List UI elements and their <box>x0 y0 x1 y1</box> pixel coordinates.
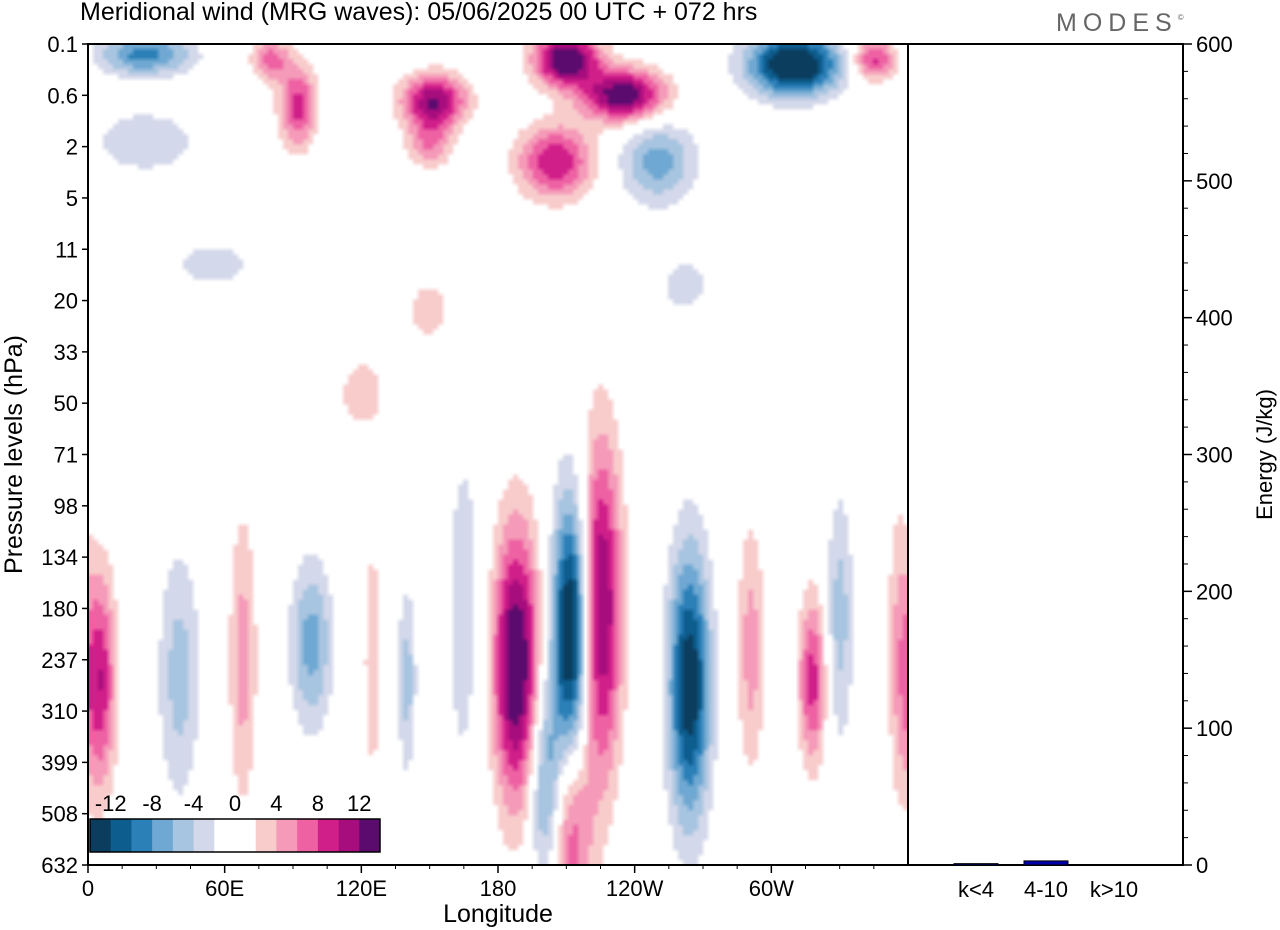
y-tick-label: 180 <box>41 596 78 621</box>
energy-tick-label: 0 <box>1196 853 1208 878</box>
energy-bar <box>1091 864 1137 866</box>
x-tick-label: 0 <box>82 876 94 901</box>
energy-panel: 0 100 200 300 400 500 600 Energy (J/kg) k<4 4-10 k… <box>907 32 1277 902</box>
colorbar-label: -4 <box>184 791 204 816</box>
colorbar-swatch <box>276 819 298 852</box>
colorbar-label: -12 <box>95 791 127 816</box>
y-tick-label: 50 <box>54 391 78 416</box>
colorbar-swatch <box>214 819 236 852</box>
colorbar-swatch <box>338 819 360 852</box>
y-tick-label: 20 <box>54 289 78 314</box>
energy-bar <box>953 863 999 866</box>
colorbar-swatch <box>359 819 381 852</box>
heatmap-image <box>88 44 908 865</box>
colorbar-swatch <box>131 819 153 852</box>
energy-tick-label: 100 <box>1196 716 1233 741</box>
colorbar-label: 12 <box>347 791 371 816</box>
y-tick-label: 0.6 <box>47 83 78 108</box>
brand-logo: MODES© <box>1056 9 1184 38</box>
y-tick-label: 237 <box>41 648 78 673</box>
colorbar-swatch <box>172 819 194 852</box>
x-axis-label: Longitude <box>443 900 553 928</box>
colorbar-swatch <box>317 819 339 852</box>
colorbar-label: 8 <box>312 791 324 816</box>
energy-axis-label: Energy (J/kg) <box>1252 389 1277 520</box>
x-tick-label: 60E <box>205 876 244 901</box>
colorbar-label: 0 <box>229 791 241 816</box>
y-tick-label: 71 <box>54 443 78 468</box>
y-tick-label: 134 <box>41 545 78 570</box>
energy-bar <box>1023 860 1069 866</box>
colorbar-swatch <box>193 819 215 852</box>
colorbar: -12 -8 -4 0 4 8 12 <box>89 791 381 853</box>
y-tick-label: 5 <box>66 186 78 211</box>
x-tick-label: 60W <box>749 876 794 901</box>
wind-heatmap <box>88 44 908 865</box>
x-tick-label: 120W <box>606 876 664 901</box>
y-tick-label: 0.1 <box>47 32 78 57</box>
colorbar-swatch <box>110 819 132 852</box>
y-tick-label: 2 <box>66 135 78 160</box>
energy-tick-label: 300 <box>1196 443 1233 468</box>
colorbar-swatch <box>152 819 174 852</box>
energy-category-label: k>10 <box>1090 877 1138 902</box>
energy-tick-label: 500 <box>1196 169 1233 194</box>
energy-tick-label: 400 <box>1196 306 1233 331</box>
energy-frame <box>907 43 1184 866</box>
axes: 0.1 0.6 2 5 11 20 33 50 71 98 134 180 237 310 399 508 63… <box>0 32 909 928</box>
colorbar-swatch <box>255 819 277 852</box>
y-tick-label: 11 <box>55 237 78 262</box>
colorbar-label: -8 <box>142 791 162 816</box>
x-tick-label: 120E <box>336 876 387 901</box>
energy-tick-label: 600 <box>1196 32 1233 57</box>
colorbar-swatch <box>90 819 112 852</box>
y-tick-label: 98 <box>54 494 78 519</box>
energy-category-label: 4-10 <box>1024 877 1068 902</box>
y-tick-label: 508 <box>41 802 78 827</box>
y-tick-label: 399 <box>41 750 78 775</box>
y-tick-label: 310 <box>41 699 78 724</box>
x-tick-label: 180 <box>480 876 517 901</box>
colorbar-swatch <box>235 819 257 852</box>
colorbar-frame <box>89 818 381 853</box>
y-tick-label: 33 <box>54 340 78 365</box>
energy-category-label: k<4 <box>958 877 994 902</box>
y-axis-label: Pressure levels (hPa) <box>0 335 28 574</box>
brand-mark: © <box>1177 13 1184 22</box>
chart-title: Meridional wind (MRG waves): 05/06/2025 … <box>80 0 758 26</box>
colorbar-swatch <box>297 819 319 852</box>
brand-name: MODES <box>1056 9 1178 37</box>
colorbar-label: 4 <box>270 791 282 816</box>
y-tick-label: 632 <box>41 853 78 878</box>
energy-tick-label: 200 <box>1196 579 1233 604</box>
